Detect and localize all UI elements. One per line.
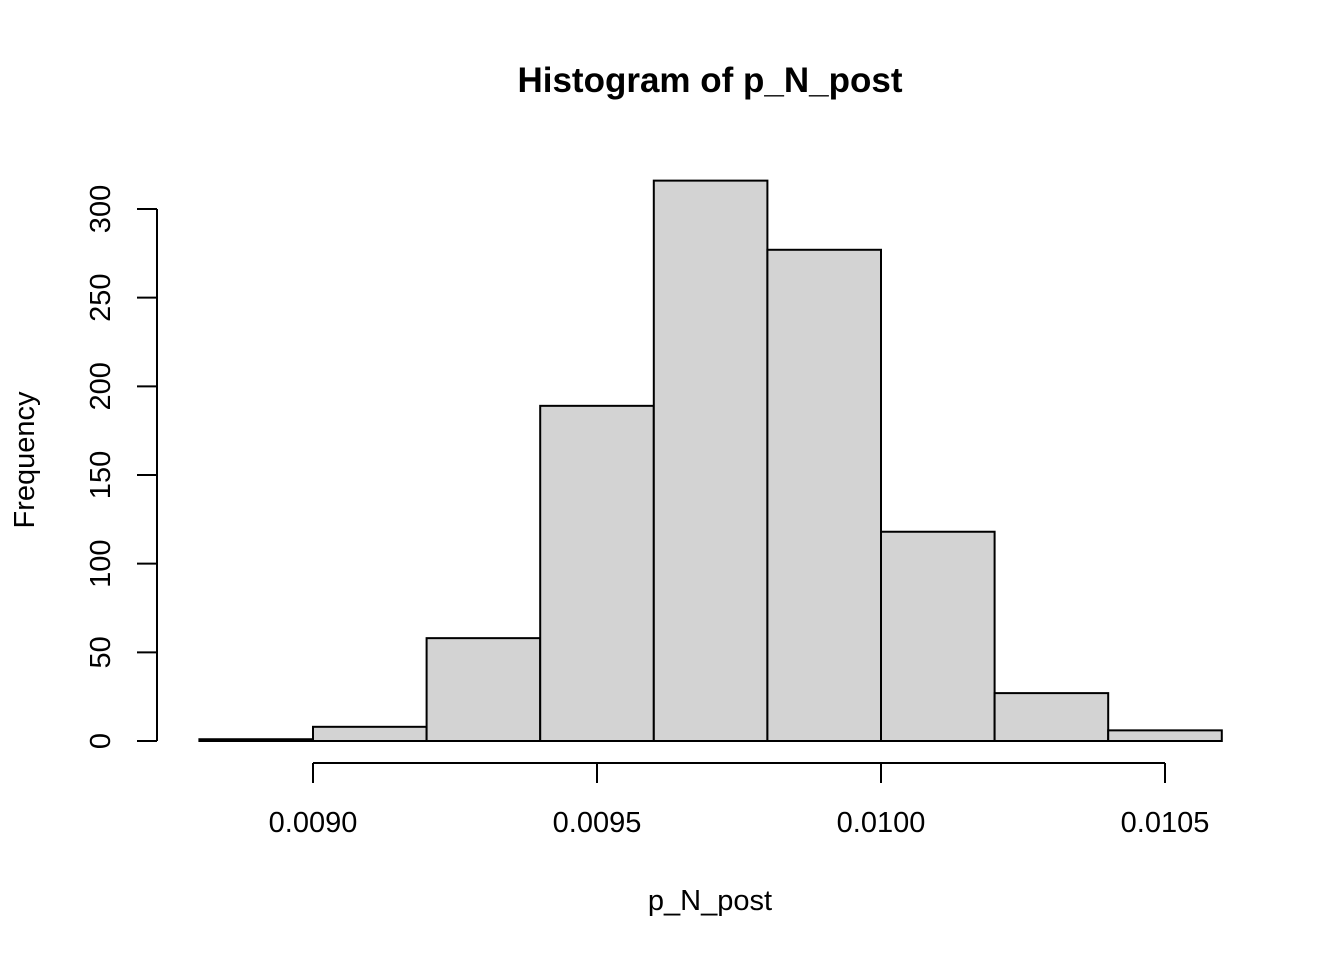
x-tick-label: 0.0100	[837, 807, 926, 839]
y-tick-label: 300	[85, 185, 117, 233]
x-axis: 0.0090 0.0095 0.0100 0.0105	[269, 762, 1210, 839]
y-tick-label: 50	[85, 636, 117, 668]
y-tick-label: 100	[85, 539, 117, 587]
histogram-bar	[652, 179, 769, 743]
y-axis-label: Frequency	[9, 391, 41, 529]
x-tick-label: 0.0105	[1121, 807, 1210, 839]
histogram-bar	[312, 725, 428, 743]
histogram-bar	[880, 530, 996, 742]
histogram-bar	[766, 248, 883, 743]
x-tick-label: 0.0090	[269, 807, 358, 839]
histogram-bar	[539, 404, 655, 742]
histogram-bar	[1107, 729, 1223, 742]
bars-group	[198, 179, 1223, 743]
y-tick-label: 150	[85, 451, 117, 499]
x-axis-label: p_N_post	[648, 885, 772, 917]
histogram-bar	[993, 692, 1110, 742]
y-tick-label: 250	[85, 273, 117, 321]
y-axis: 0 50 100 150 200 250 300	[85, 185, 158, 749]
x-tick-label: 0.0095	[553, 807, 642, 839]
y-tick-label: 0	[85, 733, 117, 749]
histogram-bar	[425, 637, 542, 742]
chart-title: Histogram of p_N_post	[517, 61, 902, 100]
histogram-bar	[198, 738, 314, 743]
y-tick-label: 200	[85, 362, 117, 410]
